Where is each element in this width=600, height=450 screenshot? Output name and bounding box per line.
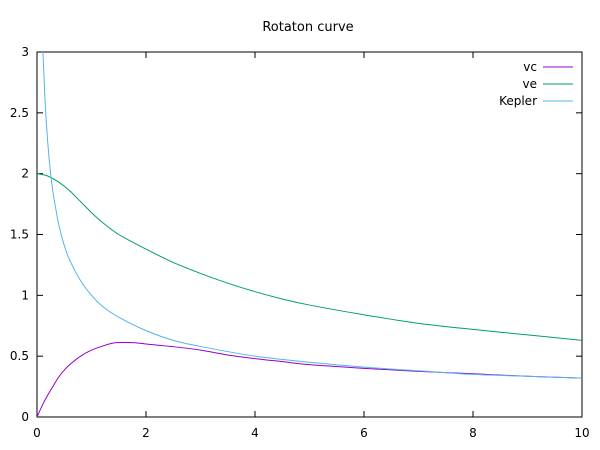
x-axis: 0 2 4 6 8 10 <box>33 52 590 440</box>
legend-label: Kepler <box>499 94 537 108</box>
y-tick-label: 2.5 <box>10 106 29 120</box>
x-tick-label: 8 <box>469 426 477 440</box>
chart-title: Rotaton curve <box>262 20 353 35</box>
legend-label: ve <box>523 77 537 91</box>
series-line-kepler <box>42 51 583 379</box>
x-tick-label: 6 <box>360 426 368 440</box>
y-tick-label: 0 <box>21 410 29 424</box>
series-line-vc <box>36 342 583 418</box>
y-tick-label: 0.5 <box>10 349 29 363</box>
legend: vc ve Kepler <box>499 60 573 108</box>
y-tick-label: 2 <box>21 167 29 181</box>
y-tick-label: 3 <box>21 45 29 59</box>
y-tick-label: 1 <box>21 288 29 302</box>
legend-label: vc <box>523 60 537 74</box>
y-tick-label: 1.5 <box>10 228 29 242</box>
x-tick-label: 0 <box>33 426 41 440</box>
x-tick-label: 4 <box>251 426 259 440</box>
y-axis: 0 0.5 1 1.5 2 2.5 3 <box>10 45 582 424</box>
series-lines <box>36 51 583 418</box>
series-line-ve <box>36 173 583 341</box>
x-tick-label: 10 <box>574 426 589 440</box>
x-tick-label: 2 <box>142 426 150 440</box>
